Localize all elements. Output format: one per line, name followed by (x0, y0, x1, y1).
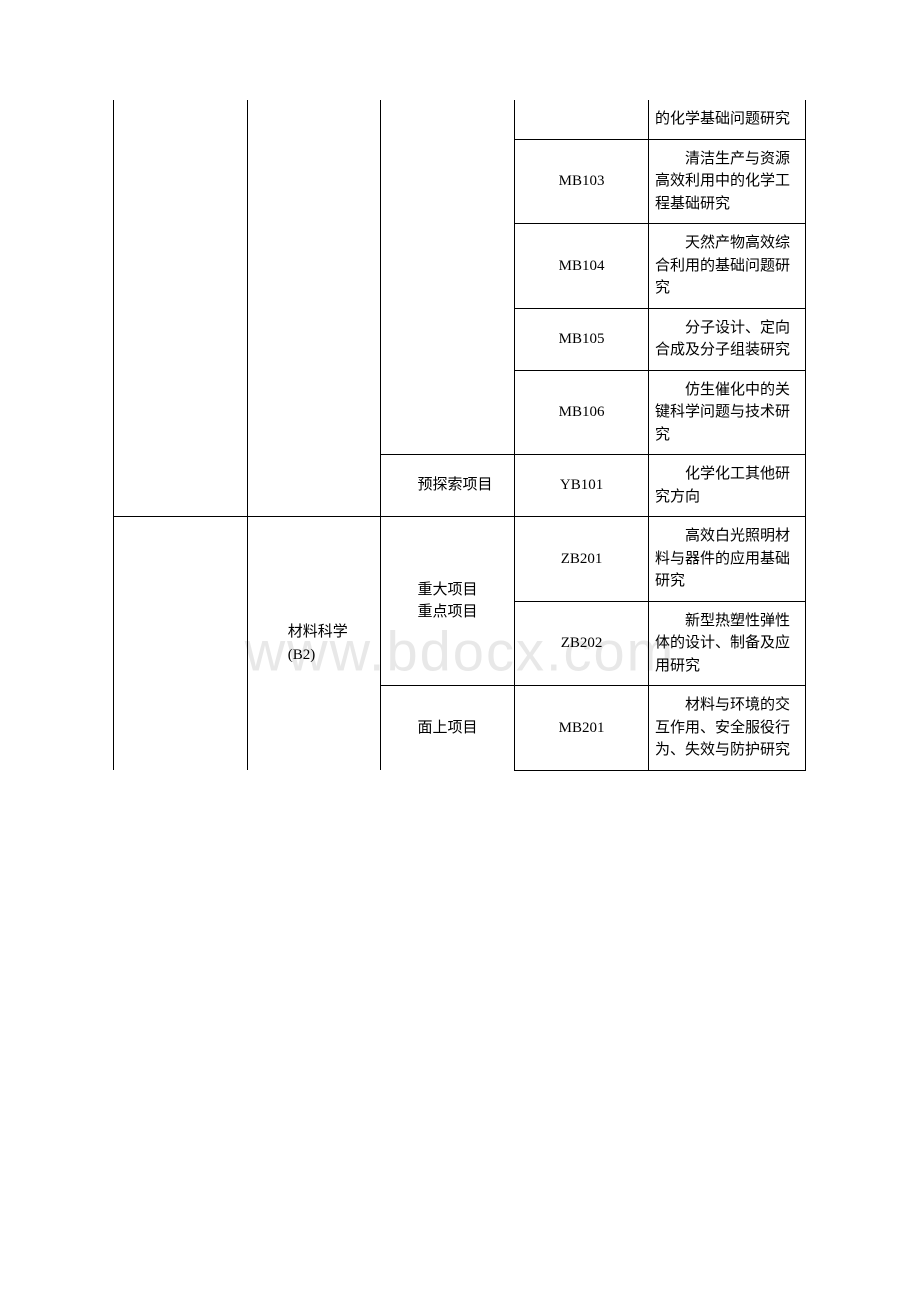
table-cell-empty (114, 100, 248, 517)
table-cell-code: MB103 (515, 139, 649, 224)
table-cell-code: MB105 (515, 308, 649, 370)
table-cell-code: ZB202 (515, 601, 649, 686)
table-cell-code: YB101 (515, 455, 649, 517)
table-cell-category: 重大项目 重点项目 (381, 517, 515, 686)
table-cell-subject: 材料科学 (B2) (247, 517, 381, 771)
table-cell-code: MB106 (515, 370, 649, 455)
table-row: 的化学基础问题研究 (114, 100, 806, 139)
subject-name: 材料科学 (258, 621, 375, 644)
table-cell-desc: 的化学基础问题研究 (648, 100, 805, 139)
table-cell-desc: 新型热塑性弹性体的设计、制备及应用研究 (648, 601, 805, 686)
category-major: 重大项目 (387, 579, 508, 602)
table-cell-code: MB201 (515, 686, 649, 771)
table-cell-empty (114, 517, 248, 771)
table-cell-empty (381, 100, 515, 455)
table-cell-desc: 材料与环境的交互作用、安全服役行为、失效与防护研究 (648, 686, 805, 771)
table-cell-desc: 天然产物高效综合利用的基础问题研究 (648, 224, 805, 309)
research-projects-table: 的化学基础问题研究 MB103 清洁生产与资源高效利用中的化学工程基础研究 MB… (113, 100, 806, 771)
table-cell-code: ZB201 (515, 517, 649, 602)
table-cell-code: MB104 (515, 224, 649, 309)
subject-code: (B2) (258, 644, 375, 667)
table-cell-code (515, 100, 649, 139)
category-key: 重点项目 (387, 601, 508, 624)
table-cell-category: 预探索项目 (381, 455, 515, 517)
table-cell-desc: 化学化工其他研究方向 (648, 455, 805, 517)
table-cell-desc: 分子设计、定向合成及分子组装研究 (648, 308, 805, 370)
table-cell-desc: 仿生催化中的关键科学问题与技术研究 (648, 370, 805, 455)
table-cell-empty (247, 100, 381, 517)
table-cell-category: 面上项目 (381, 686, 515, 771)
document-table-container: 的化学基础问题研究 MB103 清洁生产与资源高效利用中的化学工程基础研究 MB… (113, 100, 806, 771)
table-cell-desc: 清洁生产与资源高效利用中的化学工程基础研究 (648, 139, 805, 224)
table-row: 材料科学 (B2) 重大项目 重点项目 ZB201 高效白光照明材料与器件的应用… (114, 517, 806, 602)
table-cell-desc: 高效白光照明材料与器件的应用基础研究 (648, 517, 805, 602)
